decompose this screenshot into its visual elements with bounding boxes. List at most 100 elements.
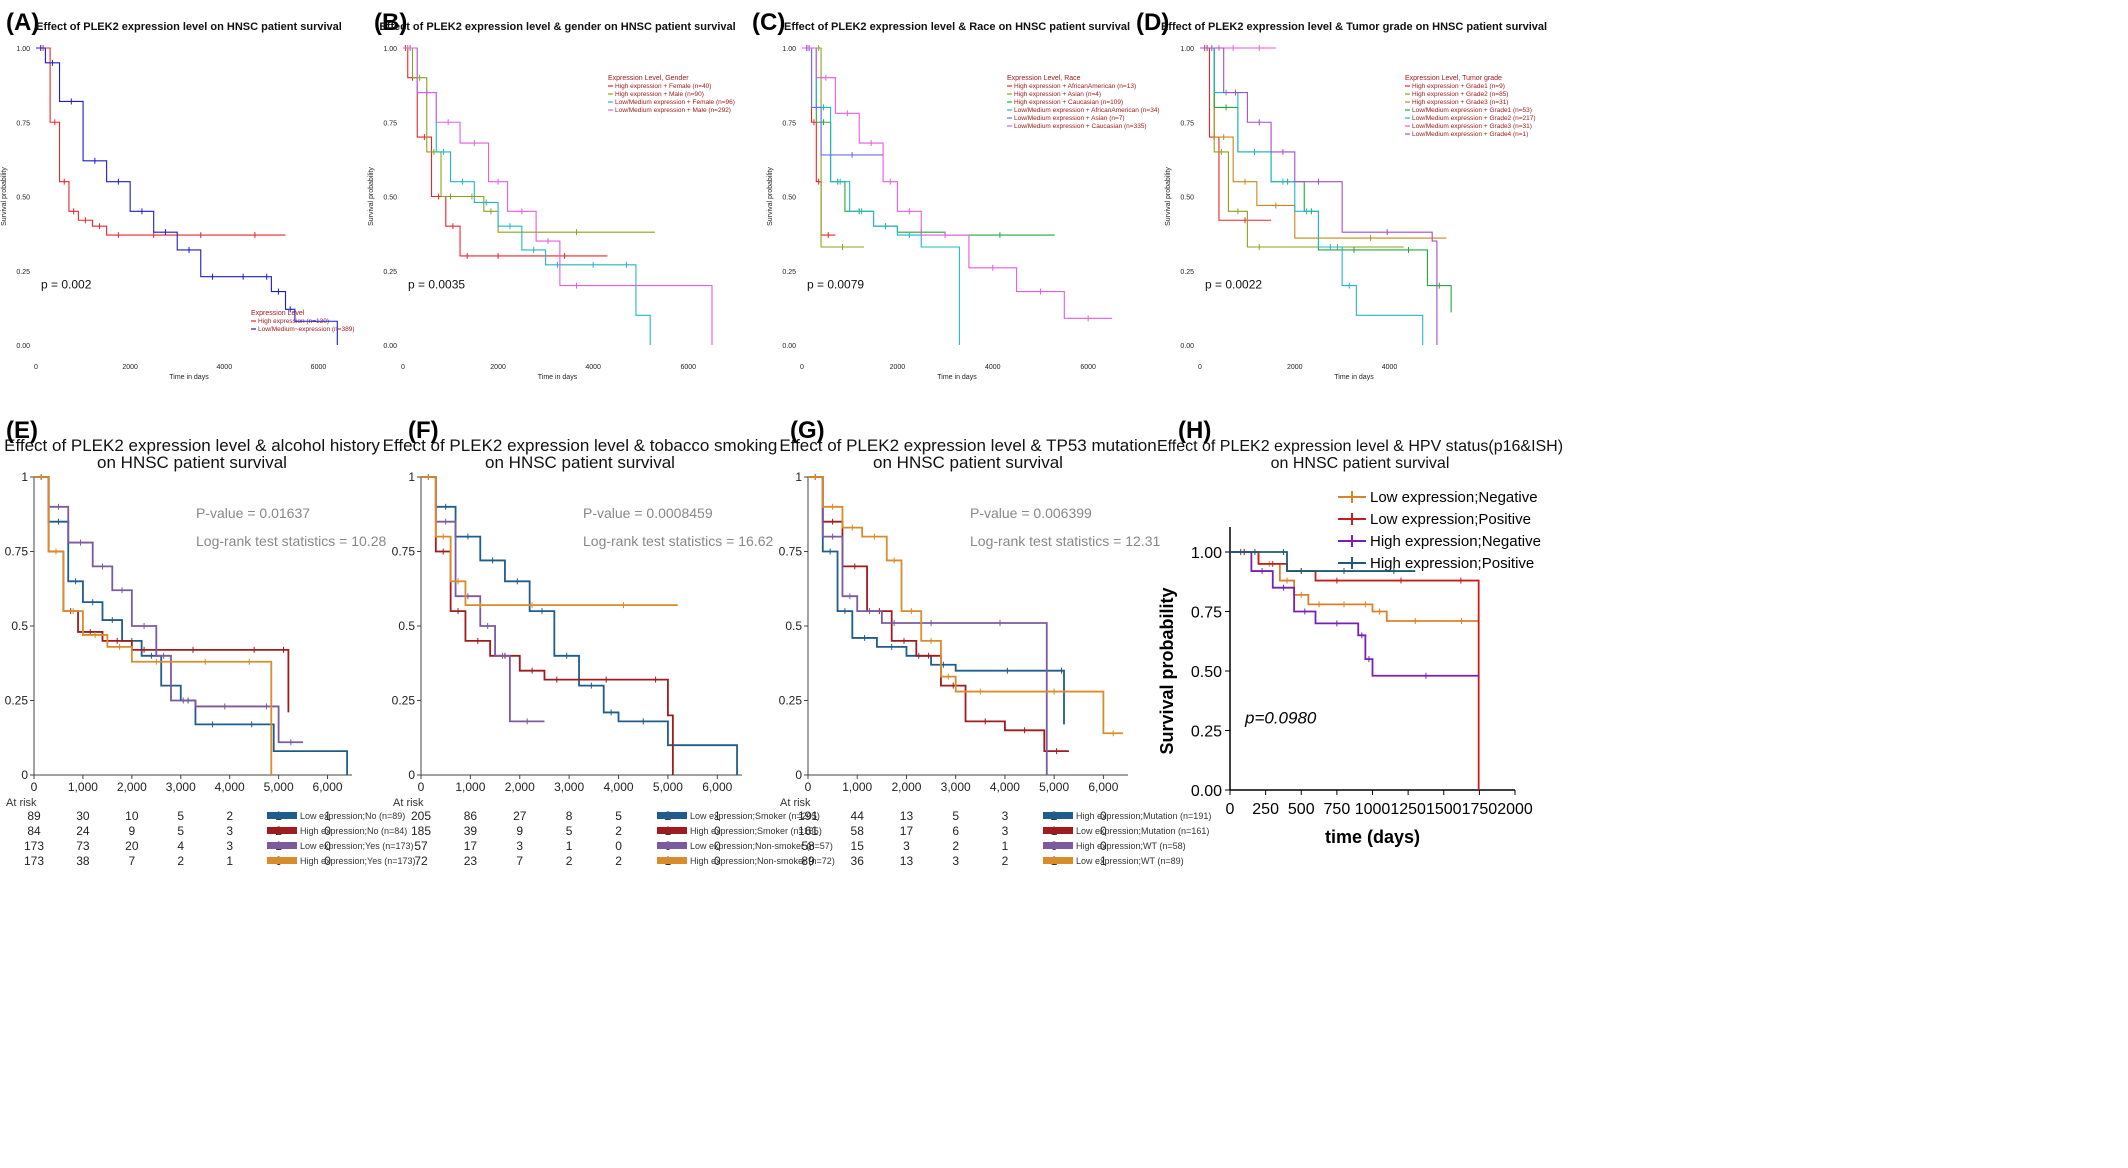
legend-entry: High expression;No (n=84) <box>300 826 407 836</box>
y-tick-label: 0.50 <box>782 195 796 202</box>
y-tick-label: 1.00 <box>782 46 796 53</box>
y-tick-label: 1 <box>408 470 415 484</box>
y-tick-label: 0.75 <box>5 545 29 559</box>
risk-count: 0 <box>1100 824 1107 838</box>
risk-count: 5 <box>177 809 184 823</box>
x-tick-label: 1,000 <box>455 780 485 794</box>
x-tick-label: 1250 <box>1390 801 1426 818</box>
risk-count: 13 <box>900 809 914 823</box>
panel-letter: (C) <box>752 9 785 36</box>
y-tick-label: 0.25 <box>782 269 796 276</box>
panel-letter: (F) <box>408 417 439 444</box>
risk-count: 84 <box>27 824 41 838</box>
chart-title: Effect of PLEK2 expression level & HPV s… <box>1157 438 1563 455</box>
survival-curve <box>421 476 738 775</box>
chart-subtitle: on HNSC patient survival <box>873 453 1063 472</box>
risk-count: 5 <box>177 824 184 838</box>
legend-swatch <box>1043 812 1073 819</box>
risk-count: 58 <box>851 824 865 838</box>
y-tick-label: 0.5 <box>398 619 415 633</box>
y-tick-label: 1.00 <box>1191 545 1222 562</box>
legend-swatch <box>1043 827 1073 834</box>
chart-subtitle: on HNSC patient survival <box>485 453 675 472</box>
risk-count: 13 <box>900 854 914 868</box>
x-tick-label: 4,000 <box>604 780 634 794</box>
log-rank-statistic: Log-rank test statistics = 10.28 <box>196 533 386 549</box>
y-tick-label: 1.00 <box>16 46 30 53</box>
x-tick-label: 0 <box>805 780 812 794</box>
x-tick-label: 0 <box>401 364 405 371</box>
legend-entry: High expression;Non-smoker (n=72) <box>690 856 835 866</box>
risk-count: 1 <box>226 854 233 868</box>
legend-entry: High expression + AfricanAmerican (n=13) <box>1014 83 1136 90</box>
chart-title: Effect of PLEK2 expression level & TP53 … <box>779 436 1156 455</box>
p-value: p=0.0980 <box>1244 708 1317 727</box>
y-tick-label: 0.00 <box>16 343 30 350</box>
chart-title: Effect of PLEK2 expression level & Tumor… <box>1161 21 1547 33</box>
risk-count: 5 <box>566 824 573 838</box>
legend-title: Expression Level, Race <box>1007 75 1081 82</box>
x-tick-label: 6000 <box>680 364 696 371</box>
y-axis-label: Survival probability <box>368 167 375 226</box>
x-tick-label: 2000 <box>122 364 138 371</box>
risk-count: 36 <box>851 854 865 868</box>
y-tick-label: 1.00 <box>1180 46 1194 53</box>
risk-count: 3 <box>226 824 233 838</box>
x-tick-label: 2000 <box>490 364 506 371</box>
x-tick-label: 6000 <box>1080 364 1096 371</box>
chart-title: Effect of PLEK2 expression level & alcoh… <box>4 436 380 455</box>
legend-swatch <box>267 827 297 834</box>
panel-b: (B)Effect of PLEK2 expression level & ge… <box>368 9 736 381</box>
legend-swatch <box>1043 842 1073 849</box>
y-tick-label: 0.75 <box>779 545 803 559</box>
risk-count: 2 <box>615 824 622 838</box>
x-tick-label: 1000 <box>1355 801 1391 818</box>
risk-count: 3 <box>1002 809 1009 823</box>
y-tick-label: 0.50 <box>1180 195 1194 202</box>
legend-entry: High expression + Female (n=40) <box>615 83 711 90</box>
log-rank-statistic: Log-rank test statistics = 16.62 <box>583 533 773 549</box>
y-tick-label: 0.50 <box>16 195 30 202</box>
x-axis-label: time (days) <box>1325 827 1420 847</box>
risk-count: 1 <box>1100 854 1107 868</box>
panel-letter: (D) <box>1136 9 1169 36</box>
panel-letter: (H) <box>1178 417 1211 444</box>
x-tick-label: 3,000 <box>166 780 196 794</box>
risk-count: 24 <box>76 824 90 838</box>
legend-entry: Low/Medium expression + Grade3 (n=31) <box>1412 123 1532 130</box>
survival-curve <box>802 47 1112 319</box>
risk-count: 23 <box>464 854 478 868</box>
legend-swatch <box>657 842 687 849</box>
risk-count: 0 <box>714 854 721 868</box>
y-tick-label: 0.5 <box>785 619 802 633</box>
risk-count: 1 <box>324 809 331 823</box>
risk-count: 191 <box>798 809 818 823</box>
x-tick-label: 0 <box>1198 364 1202 371</box>
survival-curve <box>421 476 545 723</box>
chart-title: Effect of PLEK2 expression level on HNSC… <box>36 21 342 33</box>
x-tick-label: 0 <box>418 780 425 794</box>
risk-count: 9 <box>516 824 523 838</box>
x-tick-label: 2,000 <box>891 780 921 794</box>
x-tick-label: 6000 <box>311 364 327 371</box>
y-tick-label: 0.25 <box>5 694 29 708</box>
legend-swatch <box>1043 857 1073 864</box>
x-axis-label: Time in days <box>937 374 977 381</box>
y-tick-label: 0.25 <box>16 269 30 276</box>
risk-count: 27 <box>513 809 527 823</box>
survival-curve <box>1200 47 1272 221</box>
x-tick-label: 6,000 <box>313 780 343 794</box>
risk-count: 30 <box>76 809 90 823</box>
x-tick-label: 1,000 <box>842 780 872 794</box>
legend-entry: Low/Medium expression + Grade1 (n=53) <box>1412 107 1532 114</box>
legend-entry: High expression;Yes (n=173) <box>300 856 416 866</box>
x-tick-label: 2000 <box>1497 801 1533 818</box>
legend-entry: Low expression;No (n=89) <box>300 811 405 821</box>
p-value: P-value = 0.0008459 <box>583 505 713 521</box>
risk-count: 3 <box>226 839 233 853</box>
risk-count: 17 <box>900 824 914 838</box>
panel-a: (A)Effect of PLEK2 expression level on H… <box>1 9 354 381</box>
y-axis-label: Survival probability <box>1165 167 1172 226</box>
x-tick-label: 4000 <box>1382 364 1398 371</box>
